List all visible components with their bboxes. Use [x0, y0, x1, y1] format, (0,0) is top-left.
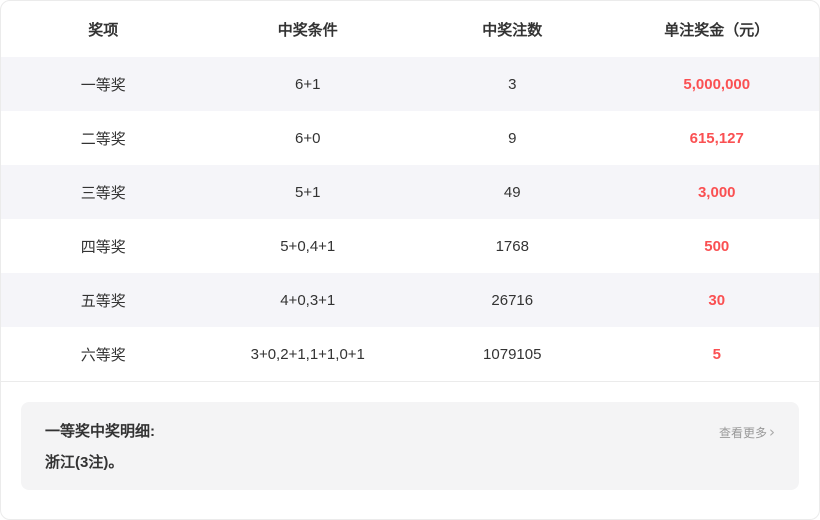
prize-amount-cell: 3,000: [697, 183, 736, 201]
count-cell: 1079105: [483, 345, 542, 363]
condition-cell: 3+0,2+1,1+1,0+1: [250, 345, 365, 363]
count-cell: 49: [503, 183, 521, 201]
condition-cell: 5+0,4+1: [280, 237, 336, 255]
condition-cell: 4+0,3+1: [280, 291, 336, 309]
header-prize-level: 奖项: [88, 21, 119, 39]
count-cell: 3: [508, 75, 517, 93]
prize-level-cell: 三等奖: [80, 184, 126, 202]
prize-amount-cell: 5: [712, 345, 721, 363]
prize-amount-cell: 30: [708, 291, 726, 309]
prize-level-cell: 六等奖: [80, 346, 126, 364]
detail-header-row: 一等奖中奖明细: 查看更多 ›: [45, 423, 775, 441]
table-row: 二等奖 6+0 9 615,127: [1, 111, 819, 165]
first-prize-detail-box: 一等奖中奖明细: 查看更多 › 浙江(3注)。: [21, 402, 799, 490]
prize-amount-cell: 615,127: [689, 129, 744, 147]
prize-amount-cell: 5,000,000: [683, 75, 751, 93]
view-more-link[interactable]: 查看更多 ›: [719, 424, 775, 441]
prize-level-cell: 四等奖: [80, 238, 126, 256]
table-row: 一等奖 6+1 3 5,000,000: [1, 57, 819, 111]
prize-level-cell: 二等奖: [80, 130, 126, 148]
table-row: 三等奖 5+1 49 3,000: [1, 165, 819, 219]
table-row: 六等奖 3+0,2+1,1+1,0+1 1079105 5: [1, 327, 819, 381]
chevron-right-icon: ›: [769, 423, 775, 441]
header-win-count: 中奖注数: [482, 21, 543, 39]
count-cell: 9: [508, 129, 517, 147]
detail-title: 一等奖中奖明细:: [45, 423, 155, 440]
condition-cell: 5+1: [295, 183, 321, 201]
count-cell: 26716: [491, 291, 534, 309]
header-prize-amount: 单注奖金（元）: [664, 21, 770, 39]
prize-amount-cell: 500: [704, 237, 730, 255]
prize-level-cell: 五等奖: [80, 292, 126, 310]
table-row: 五等奖 4+0,3+1 26716 30: [1, 273, 819, 327]
table-header-row: 奖项 中奖条件 中奖注数 单注奖金（元）: [1, 1, 819, 57]
prize-table: 奖项 中奖条件 中奖注数 单注奖金（元） 一等奖 6+1 3 5,000,000…: [1, 1, 819, 381]
table-row: 四等奖 5+0,4+1 1768 500: [1, 219, 819, 273]
prize-level-cell: 一等奖: [80, 76, 126, 94]
divider: [1, 381, 819, 382]
view-more-label: 查看更多: [718, 425, 767, 440]
header-win-condition: 中奖条件: [277, 21, 338, 39]
detail-content: 浙江(3注)。: [45, 454, 124, 471]
count-cell: 1768: [495, 237, 529, 255]
condition-cell: 6+0: [295, 129, 321, 147]
condition-cell: 6+1: [295, 75, 321, 93]
